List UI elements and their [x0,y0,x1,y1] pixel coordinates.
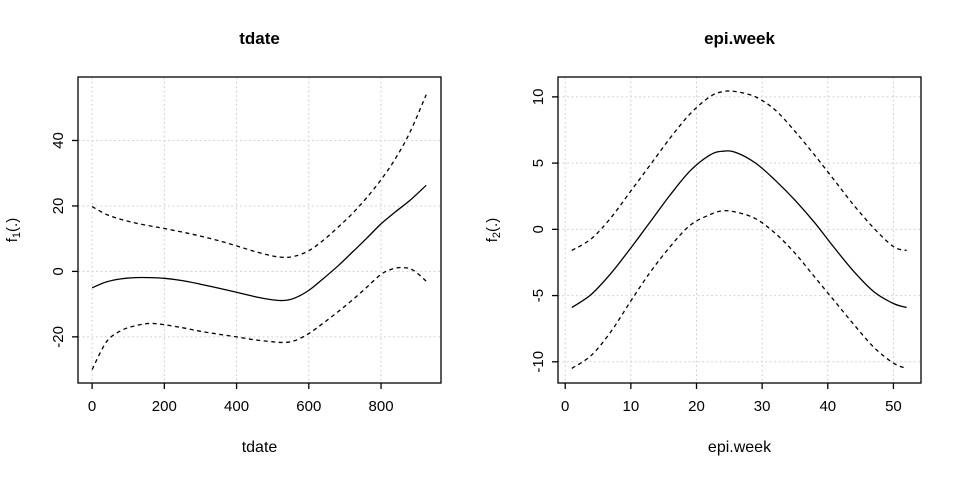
chart-title: tdate [239,29,280,48]
y-tick-label: 20 [50,198,67,215]
x-tick-label: 30 [754,398,771,415]
x-tick-label: 200 [152,398,177,415]
x-tick-label: 50 [885,398,902,415]
y-tick-label: -10 [530,351,547,373]
series-upper-confidence-band [571,90,907,252]
y-tick-label: 0 [50,267,67,275]
y-tick-label: 40 [50,132,67,149]
series-upper-confidence-band [91,94,427,258]
series-lower-confidence-band [91,266,427,370]
plot-frame [77,76,442,384]
x-axis-label: tdate [242,439,278,456]
x-tick-label: 600 [296,398,321,415]
chart-title: epi.week [704,29,775,48]
series-fitted-smooth [91,184,427,302]
y-tick-label: 5 [530,159,547,167]
plot-epi-week: 0 10 20 30 40 50 -10 -5 0 5 10 epi.week epi.week f2(.… [484,29,922,456]
y-tick-label: 0 [530,225,547,233]
x-tick-label: 0 [88,398,96,415]
y-tick-label: -5 [530,289,547,302]
y-axis-label: f1(.) [4,218,23,242]
x-axis-label: epi.week [708,439,772,456]
plot-frame [557,76,922,384]
series-fitted-smooth [571,150,907,309]
series-lower-confidence-band [571,210,907,370]
x-tick-label: 400 [224,398,249,415]
y-tick-label: -20 [50,326,67,348]
y-tick-label: 10 [530,89,547,106]
x-tick-label: 800 [369,398,394,415]
x-tick-label: 10 [623,398,640,415]
y-axis-label: f2(.) [484,218,503,242]
x-tick-label: 20 [688,398,705,415]
plot-tdate: 0 200 400 600 800 -20 0 20 40 tdate tdate f1(.) [4,29,442,456]
x-tick-label: 40 [819,398,836,415]
x-tick-label: 0 [561,398,569,415]
